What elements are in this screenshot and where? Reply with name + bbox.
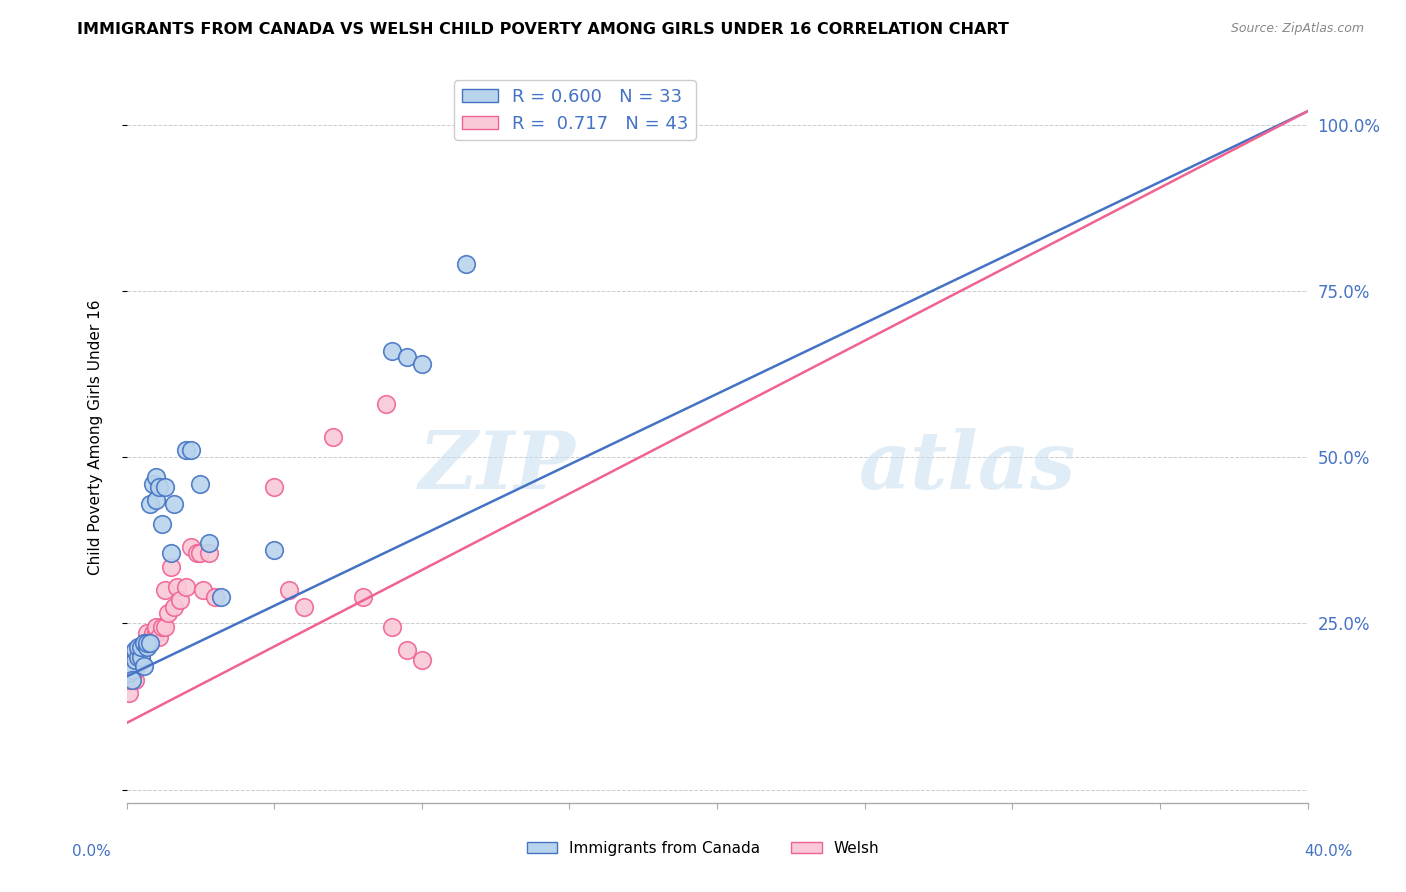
Point (118, 673, 141, 687)
Point (198, 536, 221, 550)
Point (121, 663, 143, 677)
Point (166, 580, 188, 594)
Point (188, 546, 212, 560)
Point (129, 640, 153, 654)
Point (139, 497, 162, 511)
Point (381, 343, 404, 358)
Point (142, 626, 165, 640)
Point (186, 546, 208, 560)
Point (139, 636, 162, 650)
Text: 0.0%: 0.0% (72, 845, 111, 859)
Point (381, 619, 404, 633)
Point (411, 357, 433, 371)
Text: Source: ZipAtlas.com: Source: ZipAtlas.com (1230, 22, 1364, 36)
Point (160, 546, 183, 560)
Point (156, 607, 179, 621)
Point (121, 673, 143, 687)
Point (134, 640, 156, 654)
Point (129, 653, 153, 667)
Point (118, 686, 141, 700)
Point (456, 257, 478, 271)
Y-axis label: Child Poverty Among Girls Under 16: Child Poverty Among Girls Under 16 (89, 300, 103, 574)
Point (145, 619, 167, 633)
Point (174, 443, 197, 458)
Point (322, 430, 344, 444)
Point (174, 580, 197, 594)
Point (375, 397, 398, 411)
Point (124, 643, 146, 657)
Point (150, 516, 173, 531)
Point (124, 653, 146, 667)
Point (139, 636, 162, 650)
Point (204, 590, 226, 604)
Point (352, 590, 374, 604)
Point (127, 649, 149, 664)
Legend: R = 0.600   N = 33, R =  0.717   N = 43: R = 0.600 N = 33, R = 0.717 N = 43 (454, 80, 696, 140)
Text: ZIP: ZIP (419, 427, 575, 505)
Point (127, 656, 149, 670)
Point (118, 666, 141, 681)
Point (124, 673, 146, 687)
Point (129, 640, 153, 654)
Point (145, 470, 167, 484)
Point (396, 643, 419, 657)
Point (124, 649, 146, 664)
Point (163, 497, 186, 511)
Point (142, 476, 165, 491)
Point (121, 669, 143, 683)
Point (278, 582, 301, 597)
Point (127, 643, 149, 657)
Point (136, 636, 159, 650)
Point (160, 559, 183, 574)
Point (153, 619, 176, 633)
Point (180, 443, 202, 458)
Text: 40.0%: 40.0% (1305, 845, 1353, 859)
Point (148, 480, 170, 494)
Point (193, 582, 215, 597)
Point (145, 626, 167, 640)
Point (198, 546, 221, 560)
Point (150, 619, 173, 633)
Point (134, 659, 156, 673)
Point (263, 543, 285, 558)
Point (136, 636, 159, 650)
Point (163, 599, 186, 614)
Point (148, 630, 170, 644)
Point (134, 636, 156, 650)
Text: IMMIGRANTS FROM CANADA VS WELSH CHILD POVERTY AMONG GIRLS UNDER 16 CORRELATION C: IMMIGRANTS FROM CANADA VS WELSH CHILD PO… (77, 22, 1010, 37)
Point (121, 656, 143, 670)
Point (169, 593, 191, 607)
Text: atlas: atlas (859, 427, 1076, 505)
Point (292, 599, 315, 614)
Point (153, 480, 176, 494)
Point (180, 540, 202, 554)
Point (145, 493, 167, 508)
Point (136, 626, 159, 640)
Point (209, 590, 232, 604)
Point (136, 640, 159, 654)
Point (396, 351, 419, 365)
Point (153, 582, 176, 597)
Point (263, 480, 285, 494)
Legend: Immigrants from Canada, Welsh: Immigrants from Canada, Welsh (520, 835, 886, 862)
Point (411, 653, 433, 667)
Point (188, 476, 212, 491)
Point (127, 640, 149, 654)
Point (129, 649, 153, 664)
Point (124, 663, 146, 677)
